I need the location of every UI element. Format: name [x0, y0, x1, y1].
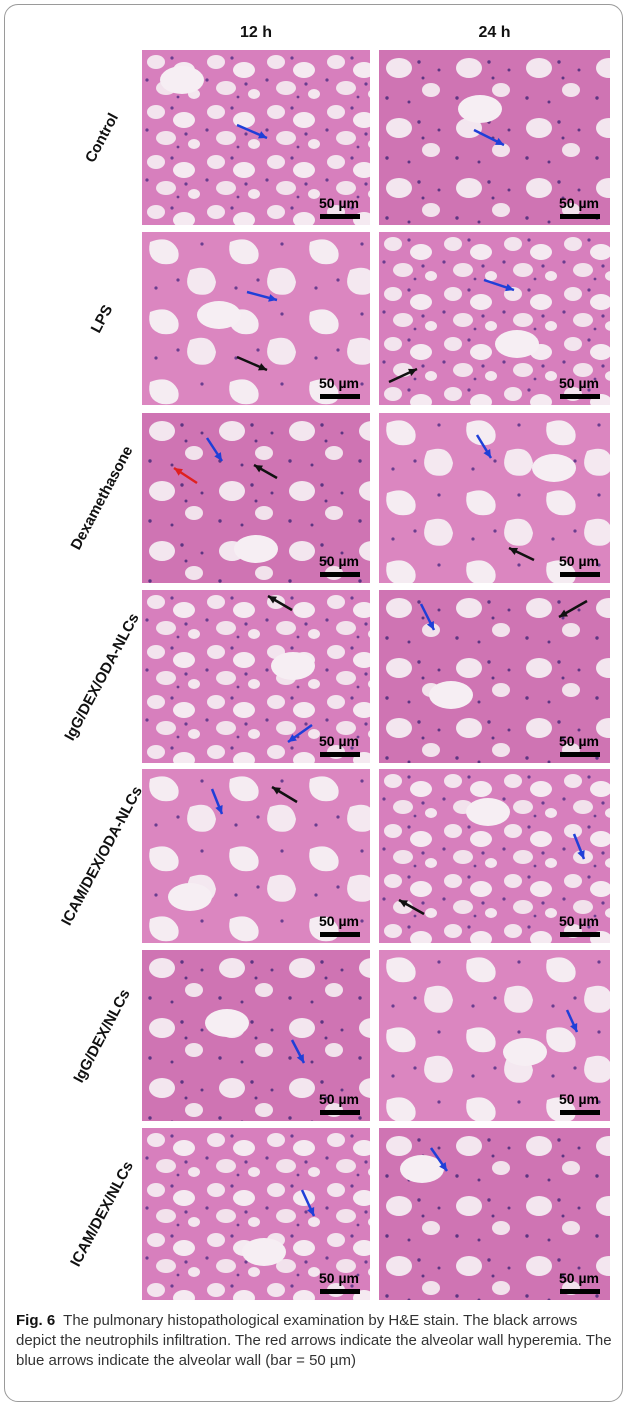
micrograph-panel: 50 µm — [379, 769, 610, 943]
scale-bar-label: 50 µm — [319, 913, 359, 929]
airspace — [458, 95, 502, 123]
scale-bar — [320, 214, 360, 219]
scale-bar-label: 50 µm — [319, 1091, 359, 1107]
micrograph-panel: 50 µm — [379, 232, 610, 405]
scale-bar — [320, 1289, 360, 1294]
micrograph-panel: 50 µm — [379, 1128, 610, 1300]
micrograph-panel: 50 µm — [142, 950, 370, 1121]
scale-bar-label: 50 µm — [319, 195, 359, 211]
scale-bar-label: 50 µm — [319, 733, 359, 749]
scale-bar-label: 50 µm — [559, 195, 599, 211]
scale-bar-label: 50 µm — [559, 553, 599, 569]
airspace — [503, 1038, 547, 1066]
airspace — [234, 535, 278, 563]
scale-bar — [320, 932, 360, 937]
micrograph-panel: 50 µm — [142, 232, 370, 405]
scale-bar-label: 50 µm — [559, 913, 599, 929]
airspace — [495, 330, 539, 358]
scale-bar — [560, 932, 600, 937]
caption-label: Fig. 6 — [16, 1312, 55, 1329]
micrograph-panel: 50 µm — [379, 50, 610, 225]
micrograph-panel: 50 µm — [142, 1128, 370, 1300]
scale-bar — [560, 394, 600, 399]
scale-bar-label: 50 µm — [319, 375, 359, 391]
micrograph-panel: 50 µm — [142, 50, 370, 225]
airspace — [160, 66, 204, 94]
scale-bar-label: 50 µm — [319, 553, 359, 569]
column-header: 24 h — [478, 24, 510, 42]
airspace — [429, 681, 473, 709]
micrograph-panel: 50 µm — [379, 590, 610, 763]
airspace — [466, 798, 510, 826]
scale-bar-label: 50 µm — [559, 375, 599, 391]
micrograph-panel: 50 µm — [379, 950, 610, 1121]
airspace — [168, 883, 212, 911]
micrograph-panel: 50 µm — [379, 413, 610, 583]
scale-bar — [560, 572, 600, 577]
scale-bar — [320, 572, 360, 577]
airspace — [197, 301, 241, 329]
scale-bar-label: 50 µm — [319, 1270, 359, 1286]
scale-bar — [320, 394, 360, 399]
scale-bar — [320, 752, 360, 757]
airspace — [205, 1009, 249, 1037]
airspace — [532, 454, 576, 482]
scale-bar-label: 50 µm — [559, 733, 599, 749]
scale-bar — [560, 1110, 600, 1115]
scale-bar — [320, 1110, 360, 1115]
scale-bar-label: 50 µm — [559, 1270, 599, 1286]
column-header: 12 h — [240, 24, 272, 42]
caption-text: The pulmonary histopathological examinat… — [16, 1312, 612, 1369]
scale-bar-label: 50 µm — [559, 1091, 599, 1107]
scale-bar — [560, 214, 600, 219]
scale-bar — [560, 752, 600, 757]
airspace — [271, 652, 315, 680]
micrograph-panel: 50 µm — [142, 590, 370, 763]
micrograph-panel: 50 µm — [142, 769, 370, 943]
airspace — [242, 1238, 286, 1266]
scale-bar — [560, 1289, 600, 1294]
micrograph-panel: 50 µm — [142, 413, 370, 583]
